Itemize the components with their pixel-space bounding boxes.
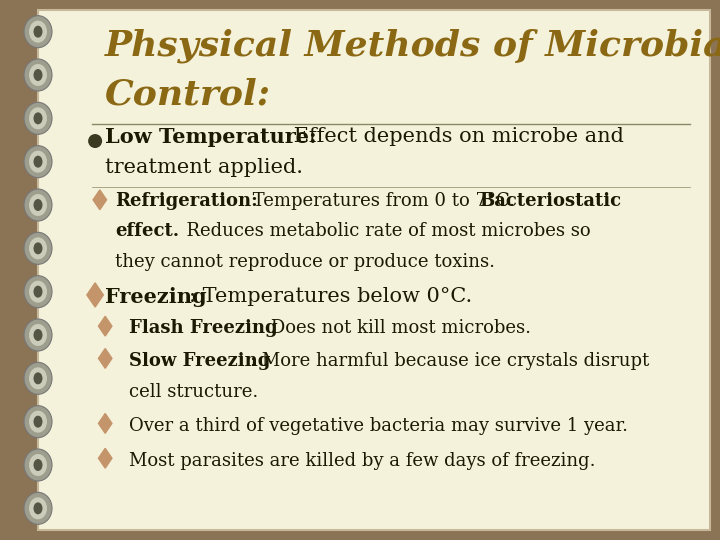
Text: effect.: effect. — [115, 222, 179, 240]
Polygon shape — [87, 283, 104, 307]
Ellipse shape — [29, 410, 47, 433]
Ellipse shape — [24, 59, 52, 91]
Circle shape — [88, 134, 102, 148]
Ellipse shape — [29, 151, 47, 173]
Text: Bacteriostatic: Bacteriostatic — [480, 192, 621, 210]
Text: Phsysical Methods of Microbial: Phsysical Methods of Microbial — [105, 28, 720, 63]
Ellipse shape — [34, 199, 42, 211]
Ellipse shape — [29, 367, 47, 389]
Polygon shape — [99, 414, 112, 433]
Ellipse shape — [34, 416, 42, 428]
Ellipse shape — [29, 64, 47, 86]
Ellipse shape — [24, 275, 52, 308]
Text: Temperatures from 0 to 7°C.: Temperatures from 0 to 7°C. — [247, 192, 527, 210]
Ellipse shape — [24, 232, 52, 265]
Ellipse shape — [29, 238, 47, 259]
Text: : Temperatures below 0°C.: : Temperatures below 0°C. — [189, 287, 472, 306]
Text: Refrigeration:: Refrigeration: — [115, 192, 258, 210]
Ellipse shape — [29, 324, 47, 346]
Ellipse shape — [29, 107, 47, 130]
Ellipse shape — [34, 502, 42, 514]
Ellipse shape — [24, 103, 52, 134]
Ellipse shape — [29, 454, 47, 476]
Ellipse shape — [34, 329, 42, 341]
Ellipse shape — [34, 286, 42, 298]
Ellipse shape — [29, 194, 47, 216]
Text: Low Temperature:: Low Temperature: — [105, 127, 317, 147]
Ellipse shape — [24, 189, 52, 221]
Ellipse shape — [34, 242, 42, 254]
Ellipse shape — [24, 406, 52, 437]
Ellipse shape — [24, 319, 52, 351]
Text: treatment applied.: treatment applied. — [105, 158, 303, 177]
Polygon shape — [99, 448, 112, 468]
Ellipse shape — [29, 21, 47, 43]
Polygon shape — [99, 316, 112, 336]
Ellipse shape — [34, 69, 42, 81]
Text: Freezing: Freezing — [105, 287, 207, 307]
Ellipse shape — [24, 146, 52, 178]
Text: Reduces metabolic rate of most microbes so: Reduces metabolic rate of most microbes … — [175, 222, 591, 240]
Text: Control:: Control: — [105, 78, 271, 112]
Ellipse shape — [34, 26, 42, 38]
Ellipse shape — [24, 16, 52, 48]
Text: Over a third of vegetative bacteria may survive 1 year.: Over a third of vegetative bacteria may … — [129, 417, 628, 435]
Text: : More harmful because ice crystals disrupt: : More harmful because ice crystals disr… — [250, 352, 649, 370]
Text: Most parasites are killed by a few days of freezing.: Most parasites are killed by a few days … — [129, 452, 595, 470]
Ellipse shape — [34, 112, 42, 124]
Ellipse shape — [24, 362, 52, 394]
Text: Flash Freezing: Flash Freezing — [129, 319, 277, 338]
Ellipse shape — [34, 156, 42, 167]
Ellipse shape — [24, 449, 52, 481]
Text: Effect depends on microbe and: Effect depends on microbe and — [287, 127, 624, 146]
Ellipse shape — [29, 281, 47, 302]
Ellipse shape — [34, 459, 42, 471]
Text: cell structure.: cell structure. — [129, 383, 258, 401]
Polygon shape — [93, 190, 107, 210]
FancyBboxPatch shape — [38, 10, 710, 530]
Ellipse shape — [24, 492, 52, 524]
Polygon shape — [99, 348, 112, 368]
Ellipse shape — [34, 373, 42, 384]
Text: Slow Freezing: Slow Freezing — [129, 352, 270, 370]
Text: : Does not kill most microbes.: : Does not kill most microbes. — [258, 319, 531, 338]
Text: they cannot reproduce or produce toxins.: they cannot reproduce or produce toxins. — [115, 253, 495, 271]
Ellipse shape — [29, 497, 47, 519]
